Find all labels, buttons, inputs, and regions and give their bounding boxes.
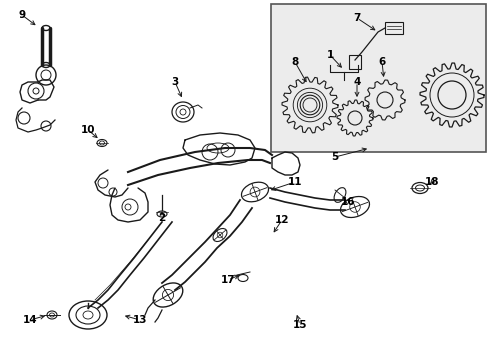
Text: 6: 6 [378,57,385,67]
Bar [270,4,485,152]
Text: 3: 3 [171,77,178,87]
Bar [384,22,402,34]
Text: 11: 11 [287,177,302,187]
Text: 13: 13 [132,315,147,325]
Text: 10: 10 [81,125,95,135]
Text: 16: 16 [340,197,354,207]
Text: 15: 15 [292,320,306,330]
Text: 7: 7 [353,13,360,23]
Bar [348,55,360,69]
Text: 5: 5 [331,152,338,162]
Text: 2: 2 [158,213,165,223]
Text: 8: 8 [291,57,298,67]
Text: 9: 9 [19,10,25,20]
Text: 1: 1 [325,50,333,60]
Text: 18: 18 [424,177,438,187]
Text: 4: 4 [353,77,360,87]
Text: 12: 12 [274,215,289,225]
Text: 17: 17 [220,275,235,285]
Text: 14: 14 [22,315,37,325]
